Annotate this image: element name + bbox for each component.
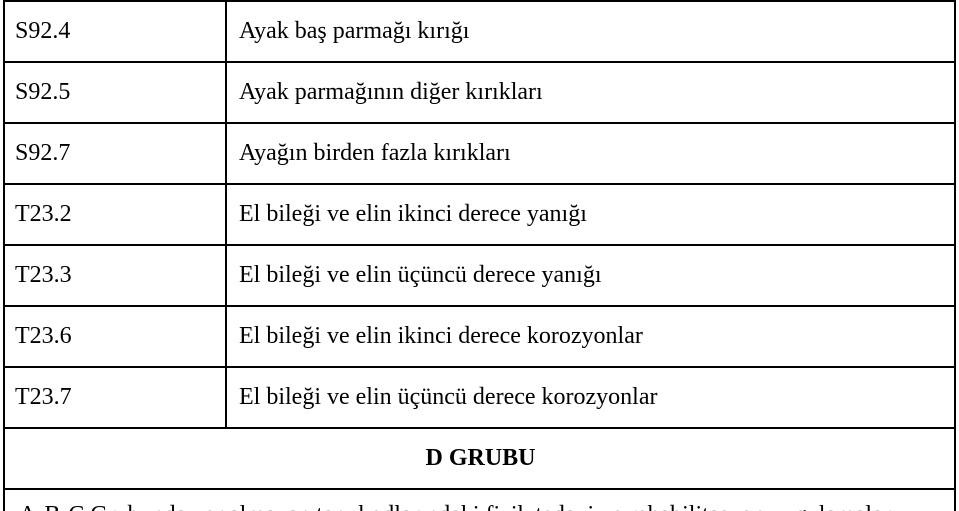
- code-cell: T23.6: [4, 306, 226, 367]
- table-row: T23.6 El bileği ve elin ikinci derece ko…: [4, 306, 955, 367]
- desc-cell: El bileği ve elin ikinci derece korozyon…: [226, 306, 955, 367]
- group-header-row: D GRUBU: [4, 428, 955, 489]
- table-row: S92.4 Ayak baş parmağı kırığı: [4, 1, 955, 62]
- desc-cell: Ayak parmağının diğer kırıkları: [226, 62, 955, 123]
- note-cell: A-B-C Grubunda yer almayan tanı kodların…: [4, 489, 955, 511]
- code-cell: S92.4: [4, 1, 226, 62]
- table-row: T23.2 El bileği ve elin ikinci derece ya…: [4, 184, 955, 245]
- group-header-cell: D GRUBU: [4, 428, 955, 489]
- table-row: S92.7 Ayağın birden fazla kırıkları: [4, 123, 955, 184]
- desc-cell: El bileği ve elin üçüncü derece yanığı: [226, 245, 955, 306]
- code-cell: T23.2: [4, 184, 226, 245]
- desc-cell: Ayak baş parmağı kırığı: [226, 1, 955, 62]
- code-cell: S92.5: [4, 62, 226, 123]
- table-row: T23.7 El bileği ve elin üçüncü derece ko…: [4, 367, 955, 428]
- code-cell: T23.3: [4, 245, 226, 306]
- note-row: A-B-C Grubunda yer almayan tanı kodların…: [4, 489, 955, 511]
- code-cell: S92.7: [4, 123, 226, 184]
- desc-cell: Ayağın birden fazla kırıkları: [226, 123, 955, 184]
- desc-cell: El bileği ve elin ikinci derece yanığı: [226, 184, 955, 245]
- codes-table: S92.4 Ayak baş parmağı kırığı S92.5 Ayak…: [3, 0, 956, 511]
- desc-cell: El bileği ve elin üçüncü derece korozyon…: [226, 367, 955, 428]
- table-row: T23.3 El bileği ve elin üçüncü derece ya…: [4, 245, 955, 306]
- table-row: S92.5 Ayak parmağının diğer kırıkları: [4, 62, 955, 123]
- code-cell: T23.7: [4, 367, 226, 428]
